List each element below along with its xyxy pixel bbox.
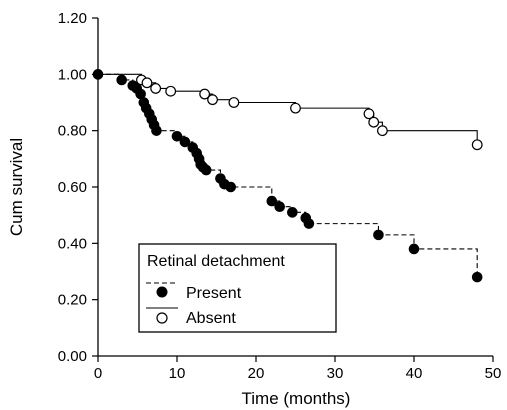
data-point-present (151, 125, 162, 136)
y-tick-label: 0.20 (58, 292, 87, 309)
legend-absent-label: Absent (186, 310, 236, 327)
y-tick-label: 1.20 (58, 10, 87, 27)
data-point-present (225, 181, 237, 193)
data-point-absent (207, 94, 218, 106)
data-point-present (471, 271, 483, 283)
data-point-absent (228, 97, 240, 108)
x-tick-label: 0 (94, 365, 102, 382)
data-point-absent (150, 83, 162, 94)
data-point-absent (141, 77, 153, 89)
data-point-absent (471, 139, 483, 151)
legend-present-marker (156, 286, 168, 298)
legend-title: Retinal detachment (147, 253, 285, 270)
y-axis-title: Cum survival (7, 138, 26, 236)
y-tick-label: 1.00 (58, 66, 87, 83)
x-tick-label: 30 (327, 365, 344, 382)
data-point-present (373, 229, 384, 241)
legend-absent-marker (156, 312, 168, 324)
data-point-present (171, 131, 183, 142)
data-point-present (179, 136, 191, 148)
legend: Retinal detachment Present Absent (138, 243, 337, 333)
y-tick-label: 0.40 (58, 235, 87, 252)
y-tick-label: 0.60 (58, 179, 87, 196)
data-point-absent (363, 108, 375, 120)
data-point-present (200, 164, 212, 176)
data-point-present (303, 218, 315, 229)
data-point-present (287, 207, 298, 218)
x-tick-label: 50 (485, 365, 502, 382)
legend-present-label: Present (186, 285, 242, 302)
x-axis-title: Time (months) (242, 389, 351, 408)
x-tick-label: 40 (406, 365, 423, 382)
data-point-absent (377, 125, 388, 137)
legend-box (138, 243, 337, 333)
data-point-absent (199, 88, 211, 100)
x-tick-label: 10 (169, 365, 186, 382)
data-point-present (266, 195, 278, 207)
y-tick-label: 0.80 (58, 123, 87, 140)
y-tick-label: 0.00 (58, 348, 87, 365)
y-ticks: 0.00 0.20 0.40 0.60 0.80 1.00 1.20 (58, 10, 98, 365)
data-point-present (408, 243, 420, 255)
data-point-absent (165, 85, 177, 97)
data-point-absent (368, 116, 380, 128)
data-point-present (116, 74, 127, 86)
series-present (92, 69, 483, 283)
series-layer (92, 69, 483, 283)
x-tick-label: 20 (248, 365, 265, 382)
x-ticks: 0 10 20 30 40 50 (94, 356, 502, 382)
data-point-absent (290, 102, 301, 114)
data-point-present (274, 201, 286, 213)
series-absent (98, 73, 483, 151)
